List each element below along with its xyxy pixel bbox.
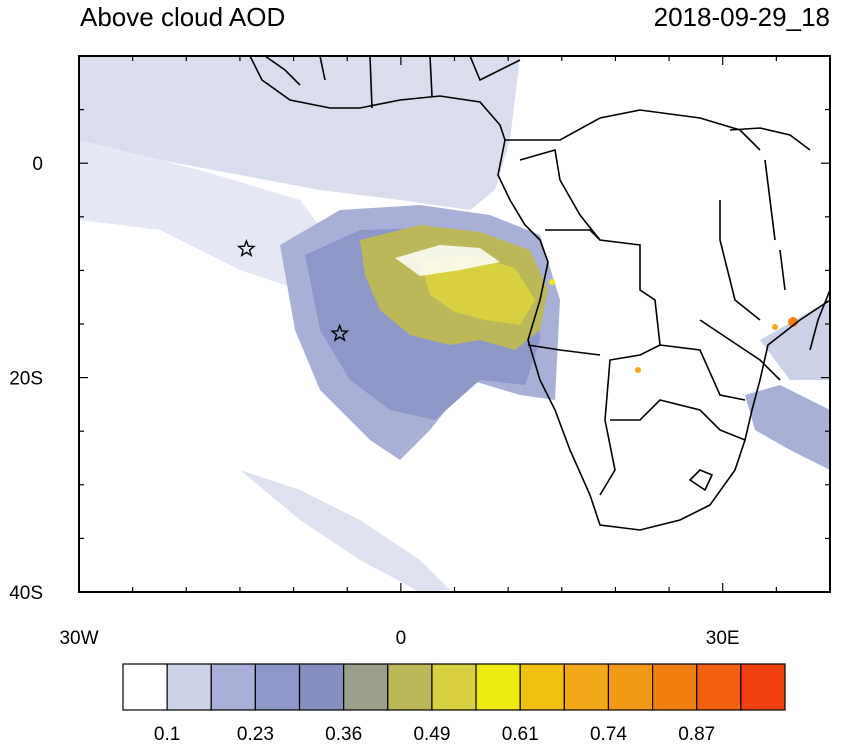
colorbar-swatch	[166, 663, 212, 711]
colorbar-label: 0.61	[502, 724, 539, 745]
colorbar-swatch	[431, 663, 477, 711]
aod-field	[79, 56, 830, 592]
lake-outline	[764, 159, 786, 291]
aod-plume-gap	[395, 245, 500, 276]
border-east	[545, 127, 811, 401]
colorbar-swatch	[696, 663, 742, 711]
colorbar-swatch	[343, 663, 389, 711]
colorbar-swatch	[122, 663, 168, 711]
fire-hotspot-3	[635, 367, 641, 373]
border-west-africa	[264, 56, 521, 109]
colorbar-label: 0.1	[154, 724, 180, 745]
aod-haze-tail	[240, 470, 450, 592]
colorbar-swatch	[519, 663, 565, 711]
colorbar-swatch	[254, 663, 301, 711]
aod-haze-west	[79, 140, 330, 290]
y-tick-label: 0	[32, 154, 43, 175]
x-tick-label: 30E	[706, 628, 740, 649]
aod-corridor-east	[745, 385, 830, 470]
colorbar-swatch	[387, 663, 433, 711]
x-tick-label: 0	[396, 628, 407, 649]
colorbar-label: 0.36	[325, 724, 362, 745]
star-marker-1	[236, 239, 256, 257]
colorbar-swatch	[298, 663, 345, 711]
y-tick-label: 20S	[9, 369, 43, 390]
colorbar-label: 0.23	[237, 724, 274, 745]
colorbar-label: 0.87	[678, 724, 715, 745]
africa-coastline	[249, 56, 830, 531]
colorbar-swatch	[475, 663, 521, 711]
fire-hotspot-4	[549, 279, 555, 285]
colorbar-swatch	[651, 663, 698, 711]
timestamp-label: 2018-09-29_18	[653, 2, 830, 32]
madagascar-outline	[809, 289, 830, 351]
colorbar-label: 0.49	[413, 724, 450, 745]
aod-plume-yellow	[420, 255, 535, 325]
axis-ticks	[78, 55, 831, 593]
colorbar-swatch	[563, 663, 610, 711]
aod-haze-north	[79, 56, 520, 210]
aod-corridor-mozambique	[760, 300, 830, 380]
plot-title: Above cloud AOD	[80, 2, 286, 32]
y-tick-label: 40S	[9, 583, 43, 604]
colorbar-swatch	[740, 663, 786, 711]
axis-labels: 30W 0 30E 0 20S 40S	[9, 154, 739, 649]
star-marker-2	[330, 323, 350, 342]
x-tick-label: 30W	[59, 628, 98, 649]
fire-hotspot-2	[772, 324, 778, 330]
colorbar: 0.1 0.23 0.36 0.49 0.61 0.74 0.87	[122, 663, 786, 745]
border-south	[527, 344, 746, 492]
colorbar-label: 0.74	[590, 724, 627, 745]
site-markers	[236, 239, 350, 342]
colorbar-swatch	[607, 663, 654, 711]
coastlines	[249, 56, 830, 531]
colorbar-swatch	[210, 663, 256, 711]
